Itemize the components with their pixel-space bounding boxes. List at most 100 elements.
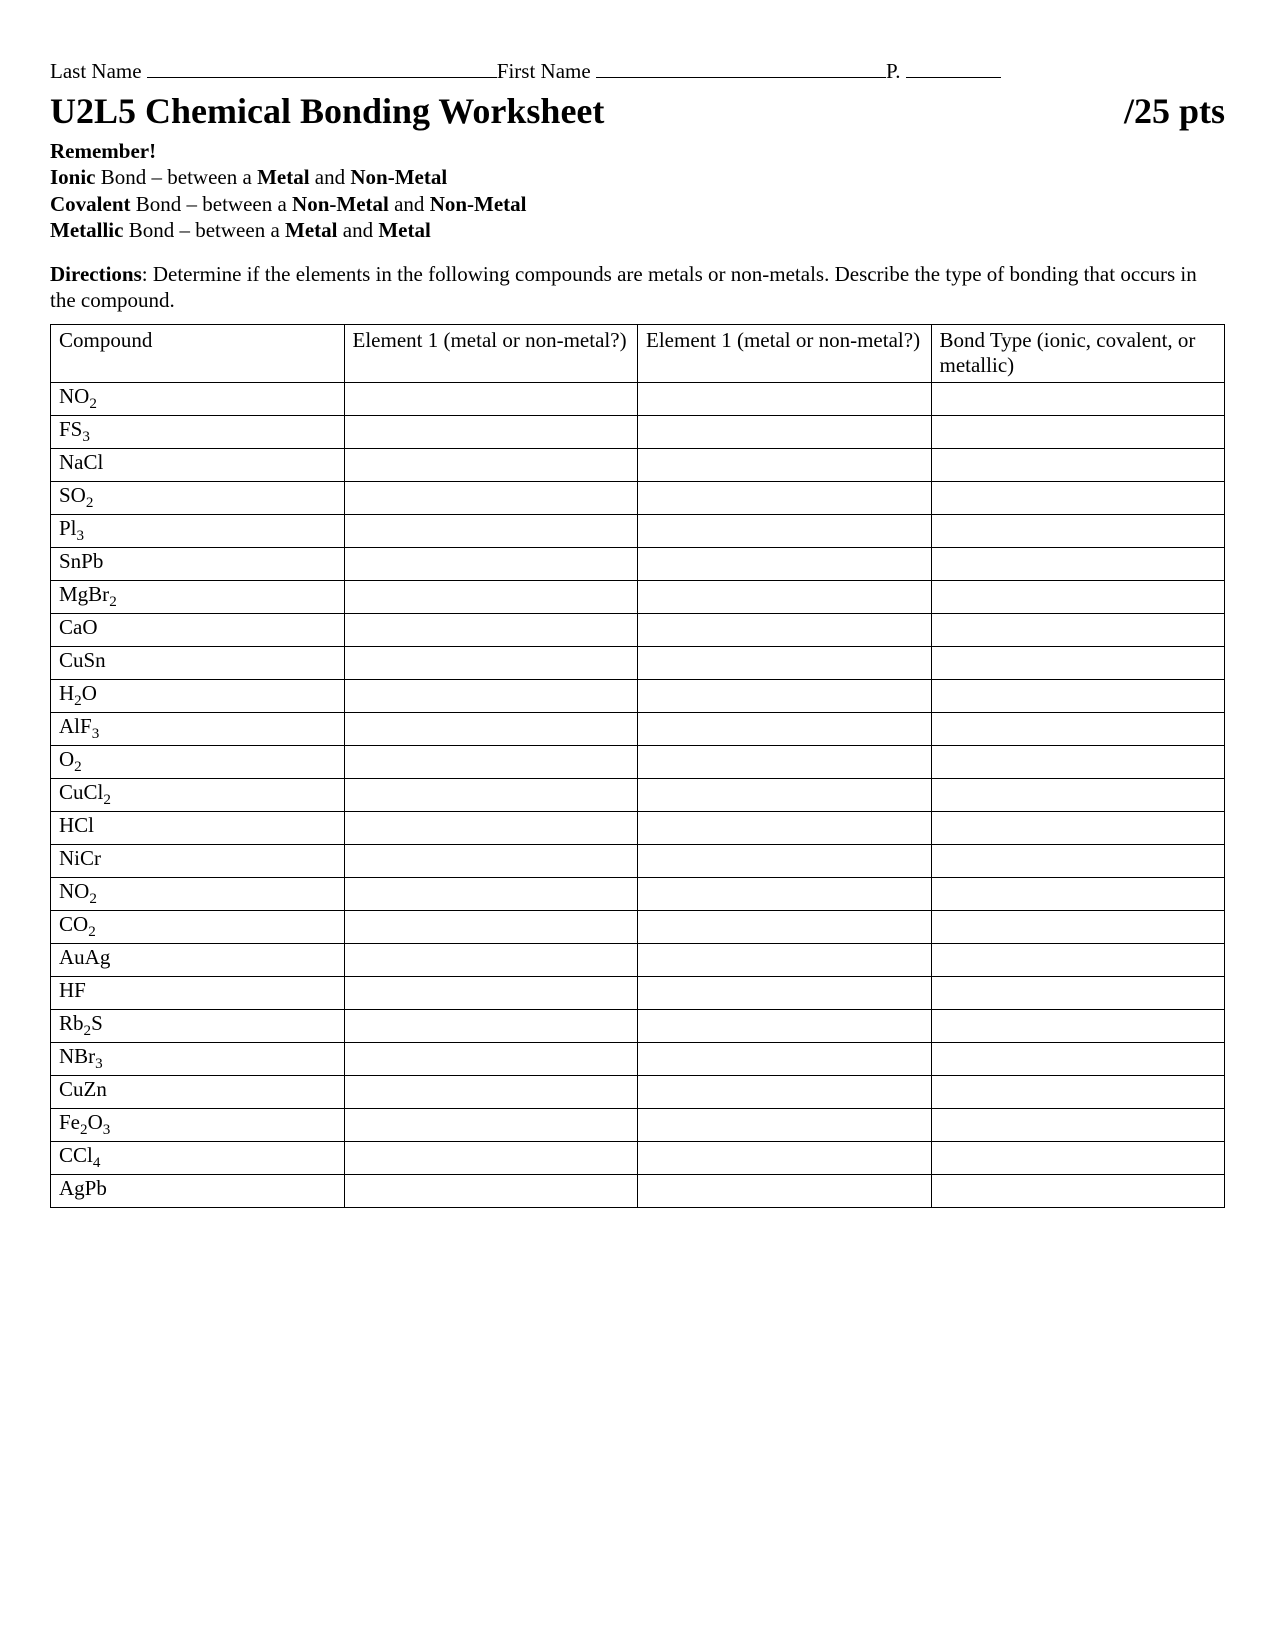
element-cell[interactable]: [638, 679, 932, 712]
element-cell[interactable]: [638, 1174, 932, 1207]
bond-type-cell[interactable]: [931, 943, 1225, 976]
element-cell[interactable]: [638, 382, 932, 415]
table-row: NBr3: [51, 1042, 1225, 1075]
table-row: FS3: [51, 415, 1225, 448]
element-cell[interactable]: [344, 415, 638, 448]
element-cell[interactable]: [344, 613, 638, 646]
compound-cell: NiCr: [51, 844, 345, 877]
element-cell[interactable]: [638, 1009, 932, 1042]
element-cell[interactable]: [344, 877, 638, 910]
element-cell[interactable]: [344, 382, 638, 415]
bond-type-cell[interactable]: [931, 547, 1225, 580]
element-cell[interactable]: [344, 811, 638, 844]
bond-type-cell[interactable]: [931, 580, 1225, 613]
element-cell[interactable]: [638, 811, 932, 844]
element-cell[interactable]: [344, 712, 638, 745]
element-cell[interactable]: [638, 745, 932, 778]
bond-type-cell[interactable]: [931, 844, 1225, 877]
points-label: /25 pts: [1124, 90, 1225, 132]
element-cell[interactable]: [638, 415, 932, 448]
last-name-blank[interactable]: [147, 55, 497, 78]
element-cell[interactable]: [344, 844, 638, 877]
element-cell[interactable]: [344, 745, 638, 778]
bond-type-cell[interactable]: [931, 976, 1225, 1009]
period-blank[interactable]: [906, 55, 1001, 78]
last-name-label: Last Name: [50, 59, 142, 84]
element-cell[interactable]: [638, 613, 932, 646]
element-cell[interactable]: [638, 448, 932, 481]
period-label: P.: [886, 59, 901, 84]
element-cell[interactable]: [344, 1009, 638, 1042]
bond-type-cell[interactable]: [931, 1141, 1225, 1174]
element-cell[interactable]: [344, 679, 638, 712]
directions-bold: Directions: [50, 262, 142, 286]
table-row: AuAg: [51, 943, 1225, 976]
bond-type-cell[interactable]: [931, 877, 1225, 910]
element-cell[interactable]: [344, 1174, 638, 1207]
element-cell[interactable]: [638, 844, 932, 877]
element-cell[interactable]: [344, 481, 638, 514]
bond-type-cell[interactable]: [931, 1009, 1225, 1042]
element-cell[interactable]: [344, 514, 638, 547]
bond-type-cell[interactable]: [931, 382, 1225, 415]
table-row: CaO: [51, 613, 1225, 646]
element-cell[interactable]: [638, 778, 932, 811]
bond-type-cell[interactable]: [931, 811, 1225, 844]
compound-cell: H2O: [51, 679, 345, 712]
element-cell[interactable]: [344, 448, 638, 481]
element-cell[interactable]: [638, 976, 932, 1009]
element-cell[interactable]: [638, 547, 932, 580]
element-cell[interactable]: [344, 976, 638, 1009]
table-row: Pl3: [51, 514, 1225, 547]
element-cell[interactable]: [344, 1075, 638, 1108]
bond-type-cell[interactable]: [931, 481, 1225, 514]
element-cell[interactable]: [344, 646, 638, 679]
element-cell[interactable]: [638, 877, 932, 910]
element-cell[interactable]: [638, 1042, 932, 1075]
bond-type-cell[interactable]: [931, 910, 1225, 943]
bond-type-cell[interactable]: [931, 1075, 1225, 1108]
bond-type-cell[interactable]: [931, 1174, 1225, 1207]
element-cell[interactable]: [638, 910, 932, 943]
element-cell[interactable]: [344, 1141, 638, 1174]
table-row: Rb2S: [51, 1009, 1225, 1042]
table-row: O2: [51, 745, 1225, 778]
bond-type-cell[interactable]: [931, 1042, 1225, 1075]
page-title: U2L5 Chemical Bonding Worksheet: [50, 90, 604, 132]
bond-type-cell[interactable]: [931, 712, 1225, 745]
col-element-2: Element 1 (metal or non-metal?): [638, 324, 932, 382]
element-cell[interactable]: [638, 943, 932, 976]
element-cell[interactable]: [344, 910, 638, 943]
bond-type-cell[interactable]: [931, 1108, 1225, 1141]
element-cell[interactable]: [638, 514, 932, 547]
table-row: NiCr: [51, 844, 1225, 877]
element-cell[interactable]: [638, 1108, 932, 1141]
element-cell[interactable]: [344, 1042, 638, 1075]
bond-type-cell[interactable]: [931, 415, 1225, 448]
compound-cell: AgPb: [51, 1174, 345, 1207]
element-cell[interactable]: [344, 943, 638, 976]
element-cell[interactable]: [638, 580, 932, 613]
bond-type-cell[interactable]: [931, 514, 1225, 547]
compound-cell: MgBr2: [51, 580, 345, 613]
bond-type-cell[interactable]: [931, 646, 1225, 679]
col-bond-type: Bond Type (ionic, covalent, or metallic): [931, 324, 1225, 382]
element-cell[interactable]: [638, 1075, 932, 1108]
table-row: NO2: [51, 877, 1225, 910]
bond-type-cell[interactable]: [931, 778, 1225, 811]
bond-type-cell[interactable]: [931, 448, 1225, 481]
first-name-blank[interactable]: [596, 55, 886, 78]
bonding-table: Compound Element 1 (metal or non-metal?)…: [50, 324, 1225, 1208]
element-cell[interactable]: [344, 1108, 638, 1141]
element-cell[interactable]: [638, 1141, 932, 1174]
bond-type-cell[interactable]: [931, 745, 1225, 778]
element-cell[interactable]: [344, 580, 638, 613]
compound-cell: Rb2S: [51, 1009, 345, 1042]
element-cell[interactable]: [344, 547, 638, 580]
element-cell[interactable]: [638, 646, 932, 679]
element-cell[interactable]: [344, 778, 638, 811]
element-cell[interactable]: [638, 712, 932, 745]
bond-type-cell[interactable]: [931, 613, 1225, 646]
element-cell[interactable]: [638, 481, 932, 514]
bond-type-cell[interactable]: [931, 679, 1225, 712]
